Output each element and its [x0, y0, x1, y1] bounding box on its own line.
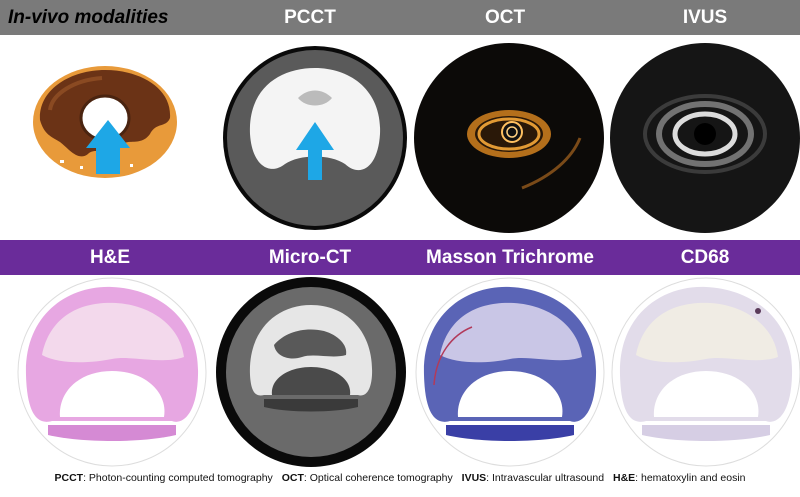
cd68-header: CD68 [680, 247, 730, 268]
arrow-icon [86, 120, 130, 174]
footer-def-oct: : Optical coherence tomography [303, 472, 453, 484]
masson-trichrome-header: Masson Trichrome [426, 247, 594, 268]
micro-ct-header: Micro-CT [268, 247, 352, 268]
masson-trichrome-image [412, 275, 608, 470]
footer-abbr-oct: OCT [281, 472, 304, 484]
he-header: H&E [89, 247, 131, 268]
ivus-header: IVUS [682, 7, 728, 28]
oct-image [412, 38, 607, 238]
footer-abbr-ivus: IVUS [461, 472, 487, 484]
footer-abbr-he: H&E [613, 472, 636, 484]
he-image [12, 275, 212, 470]
pcct-image [220, 38, 410, 238]
footer-def-he: : hematoxylin and eosin [635, 472, 746, 484]
oct-header: OCT [484, 7, 526, 28]
donut-illustration [30, 62, 180, 182]
footer-def-ivus: : Intravascular ultrasound [486, 472, 605, 484]
mid-header-band [0, 240, 800, 275]
cd68-image [608, 275, 800, 470]
footer-def-pcct: : Photon-counting computed tomography [83, 472, 273, 484]
top-header-band [0, 0, 800, 35]
abbreviation-footer: PCCT: Photon-counting computed tomograph… [0, 472, 800, 484]
footer-abbr-pcct: PCCT [54, 472, 84, 484]
micro-ct-image [214, 275, 409, 470]
in-vivo-modalities-label: In-vivo modalities [8, 7, 169, 28]
ivus-image [608, 38, 800, 238]
arrow-icon [296, 122, 334, 180]
pcct-header: PCCT [284, 7, 336, 28]
